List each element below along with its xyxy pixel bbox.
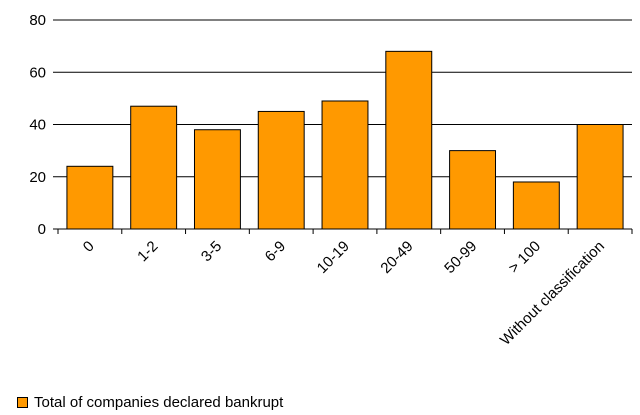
bar-6	[449, 150, 497, 230]
y-tick-label: 40	[29, 117, 46, 134]
x-tick-label: 0	[80, 238, 98, 256]
bar-0	[66, 165, 114, 230]
bar-4	[321, 100, 369, 230]
x-tick-label: > 100	[505, 238, 544, 277]
bar-7	[512, 181, 560, 230]
x-tick-label: 20-49	[377, 238, 416, 277]
x-tick-label: Without classification	[497, 238, 608, 349]
x-tick-label: 10-19	[314, 238, 353, 277]
x-tick-label: 1-2	[134, 238, 161, 265]
bars	[66, 50, 624, 230]
x-tick-label: 50-99	[441, 238, 480, 277]
bar-5	[385, 50, 433, 230]
y-tick-label: 20	[29, 169, 46, 186]
bar-3	[257, 110, 305, 230]
y-axis-ticks: 0 20 40 60 80	[29, 12, 58, 238]
bar-8	[576, 124, 624, 230]
legend: Total of companies declared bankrupt	[17, 393, 283, 411]
legend-label: Total of companies declared bankrupt	[34, 393, 284, 411]
legend-swatch	[17, 396, 28, 408]
x-tick-label: 6-9	[262, 238, 289, 265]
y-tick-label: 60	[29, 64, 46, 81]
y-tick-label: 0	[38, 221, 46, 238]
y-tick-label: 80	[29, 12, 46, 29]
bar-1	[130, 105, 178, 230]
bar-2	[193, 129, 241, 230]
x-tick-label: 3-5	[198, 238, 225, 265]
